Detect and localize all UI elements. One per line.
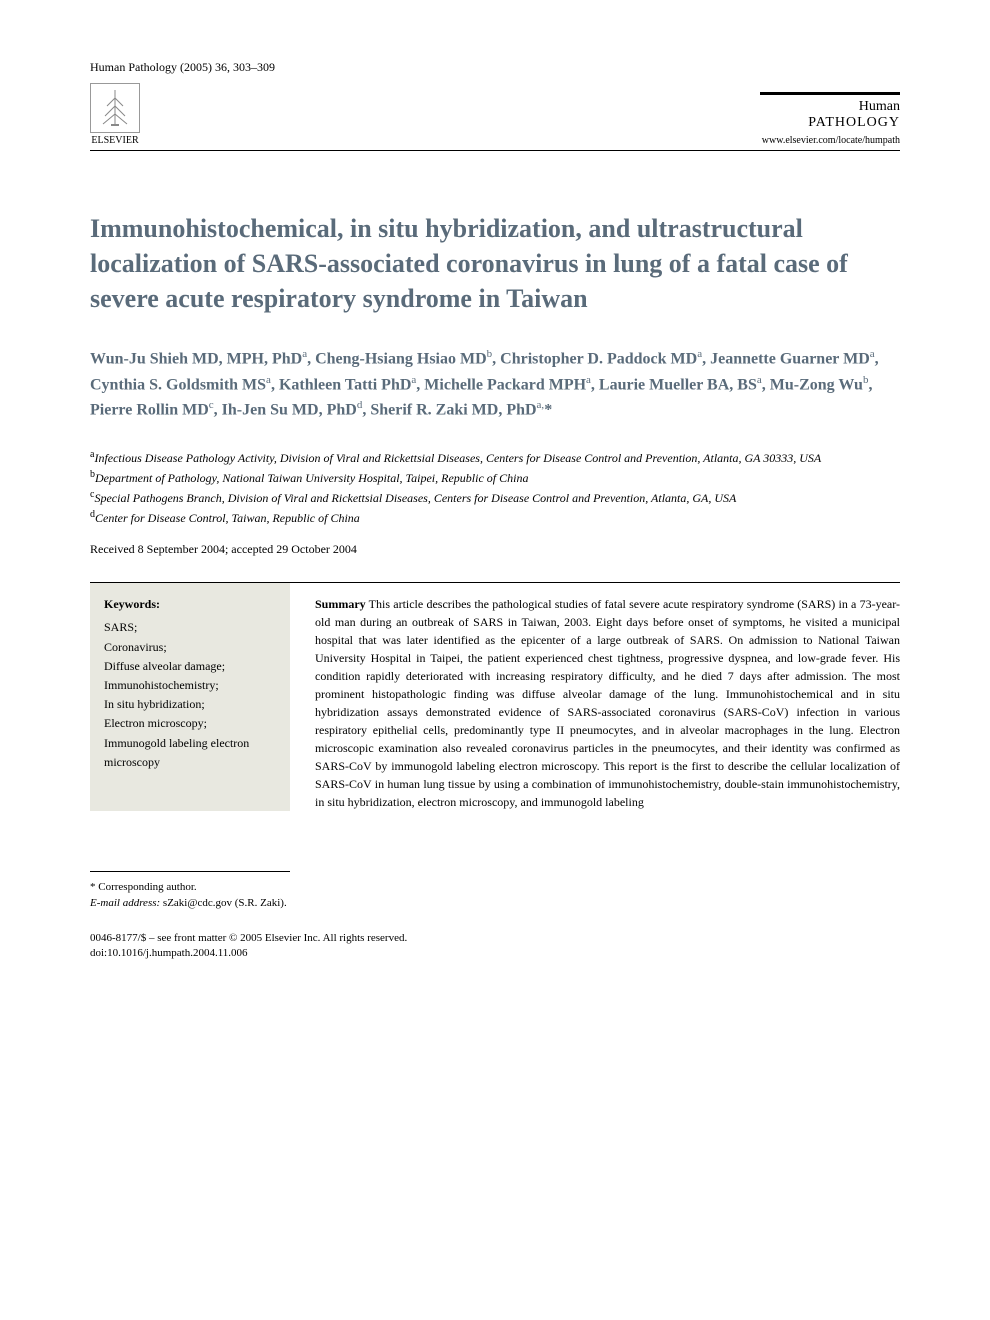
article-title: Immunohistochemical, in situ hybridizati… (90, 211, 900, 316)
copyright-line1: 0046-8177/$ – see front matter © 2005 El… (90, 931, 900, 946)
journal-url: www.elsevier.com/locate/humpath (760, 135, 900, 146)
summary-text: This article describes the pathological … (315, 597, 900, 809)
keywords-heading: Keywords: (104, 595, 276, 614)
affiliations-list: aInfectious Disease Pathology Activity, … (90, 447, 900, 527)
keywords-items: SARS;Coronavirus;Diffuse alveolar damage… (104, 618, 276, 772)
keywords-box: Keywords: SARS;Coronavirus;Diffuse alveo… (90, 583, 290, 811)
footer-separator (90, 871, 290, 872)
affiliation-item: dCenter for Disease Control, Taiwan, Rep… (90, 507, 900, 527)
copyright-block: 0046-8177/$ – see front matter © 2005 El… (90, 931, 900, 962)
journal-name-container: Human PATHOLOGY www.elsevier.com/locate/… (760, 92, 900, 146)
elsevier-logo: ELSEVIER (90, 83, 140, 146)
email-address: sZaki@cdc.gov (S.R. Zaki). (163, 897, 287, 909)
abstract-row: Keywords: SARS;Coronavirus;Diffuse alveo… (90, 582, 900, 811)
affiliation-item: cSpecial Pathogens Branch, Division of V… (90, 487, 900, 507)
keyword-item: SARS; (104, 618, 276, 637)
summary-box: Summary This article describes the patho… (315, 582, 900, 811)
journal-name-bottom: PATHOLOGY (760, 115, 900, 131)
keyword-item: Immunohistochemistry; (104, 676, 276, 695)
keyword-item: Coronavirus; (104, 638, 276, 657)
email-label: E-mail address: (90, 897, 160, 909)
keyword-item: Diffuse alveolar damage; (104, 657, 276, 676)
email-line: E-mail address: sZaki@cdc.gov (S.R. Zaki… (90, 896, 900, 911)
elsevier-label: ELSEVIER (91, 135, 138, 146)
received-dates: Received 8 September 2004; accepted 29 O… (90, 542, 900, 557)
doi-line: doi:10.1016/j.humpath.2004.11.006 (90, 946, 900, 961)
affiliation-item: bDepartment of Pathology, National Taiwa… (90, 467, 900, 487)
keyword-item: Electron microscopy; (104, 714, 276, 733)
keyword-item: In situ hybridization; (104, 695, 276, 714)
summary-label: Summary (315, 597, 366, 611)
journal-name-box: Human PATHOLOGY (760, 92, 900, 131)
header-row: Human Pathology (2005) 36, 303–309 (90, 60, 900, 75)
journal-reference: Human Pathology (2005) 36, 303–309 (90, 60, 275, 75)
keyword-item: Immunogold labeling electron microscopy (104, 734, 276, 772)
logo-row: ELSEVIER Human PATHOLOGY www.elsevier.co… (90, 83, 900, 151)
journal-name-top: Human (760, 99, 900, 115)
corresponding-footnote: * Corresponding author. E-mail address: … (90, 880, 900, 911)
authors-list: Wun-Ju Shieh MD, MPH, PhDa, Cheng-Hsiang… (90, 346, 900, 422)
affiliation-item: aInfectious Disease Pathology Activity, … (90, 447, 900, 467)
elsevier-tree-icon (90, 83, 140, 133)
corresponding-author: * Corresponding author. (90, 880, 900, 895)
